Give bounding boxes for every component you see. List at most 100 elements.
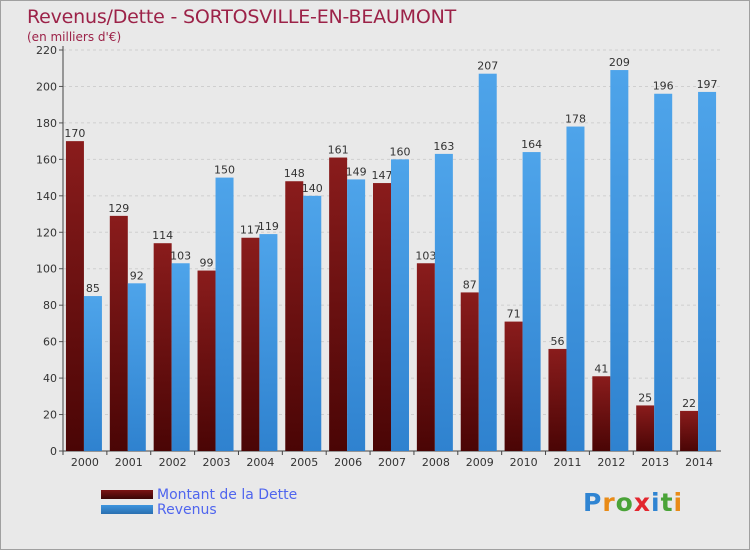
bar-dette xyxy=(65,141,84,452)
logo-letter: x xyxy=(633,488,651,517)
data-label-revenus: 209 xyxy=(609,56,630,69)
bar-revenus xyxy=(303,195,322,451)
legend-item-revenus: Revenus xyxy=(101,501,297,518)
bar-revenus xyxy=(259,234,278,451)
bar-dette xyxy=(504,321,523,451)
bar-dette xyxy=(153,243,172,451)
logo-letter: i xyxy=(651,488,661,517)
data-label-revenus: 163 xyxy=(433,140,454,153)
logo-letter: i xyxy=(673,488,684,517)
data-label-dette: 99 xyxy=(200,257,214,270)
data-label-revenus: 85 xyxy=(86,282,100,295)
bar-dette xyxy=(460,292,479,451)
y-tick-label: 140 xyxy=(36,190,57,203)
data-label-revenus: 207 xyxy=(477,60,498,73)
x-tick-label: 2010 xyxy=(510,456,538,469)
x-tick-label: 2007 xyxy=(378,456,406,469)
bar-dette xyxy=(285,181,304,451)
data-label-revenus: 196 xyxy=(653,80,674,93)
y-tick-label: 120 xyxy=(36,226,57,239)
data-label-revenus: 160 xyxy=(390,145,411,158)
logo-letter: r xyxy=(602,488,616,517)
legend-label-revenus: Revenus xyxy=(157,501,217,518)
data-label-revenus: 197 xyxy=(697,78,718,91)
bar-dette xyxy=(592,376,611,451)
bar-dette xyxy=(680,410,699,451)
data-label-revenus: 178 xyxy=(565,113,586,126)
bar-revenus xyxy=(434,153,453,452)
chart-title: Revenus/Dette - SORTOSVILLE-EN-BEAUMONT xyxy=(27,6,456,28)
x-tick-label: 2001 xyxy=(115,456,143,469)
data-label-revenus: 149 xyxy=(346,165,367,178)
legend: Montant de la Dette Revenus xyxy=(101,486,298,518)
x-tick-label: 2000 xyxy=(71,456,99,469)
data-label-revenus: 92 xyxy=(130,269,144,282)
data-label-dette: 129 xyxy=(108,202,129,215)
bar-revenus xyxy=(522,152,541,451)
bar-revenus xyxy=(83,296,102,451)
legend-label-dette: Montant de la Dette xyxy=(157,486,298,503)
proxiti-logo: Proxiti xyxy=(583,488,683,517)
bar-revenus xyxy=(171,263,190,451)
bar-dette xyxy=(416,263,435,451)
x-tick-label: 2002 xyxy=(159,456,187,469)
data-label-revenus: 119 xyxy=(258,220,279,233)
bar-revenus xyxy=(391,159,409,451)
bar-revenus xyxy=(698,91,717,451)
x-tick-label: 2013 xyxy=(641,456,669,469)
data-label-dette: 22 xyxy=(682,397,696,410)
data-label-dette: 103 xyxy=(415,249,436,262)
data-label-revenus: 150 xyxy=(214,164,235,177)
y-tick-label: 40 xyxy=(43,372,57,385)
data-label-dette: 56 xyxy=(550,335,564,348)
data-label-dette: 148 xyxy=(284,167,305,180)
x-tick-label: 2004 xyxy=(246,456,274,469)
bar-revenus xyxy=(478,73,497,451)
bar-dette xyxy=(329,157,348,452)
bar-dette xyxy=(109,215,128,451)
y-tick-label: 200 xyxy=(36,80,57,93)
bar-revenus xyxy=(215,177,234,451)
x-tick-label: 2005 xyxy=(290,456,318,469)
bar-revenus xyxy=(347,179,366,451)
y-tick-label: 0 xyxy=(50,445,57,458)
legend-swatch-dette xyxy=(101,490,153,499)
y-tick-label: 160 xyxy=(36,153,57,166)
x-tick-label: 2009 xyxy=(466,456,494,469)
y-tick-label: 100 xyxy=(36,263,57,276)
data-label-dette: 170 xyxy=(64,127,85,140)
bar-dette xyxy=(636,405,655,451)
x-tick-label: 2011 xyxy=(553,456,581,469)
data-label-dette: 71 xyxy=(507,308,521,321)
chart-subtitle: (en milliers d'€) xyxy=(27,30,122,44)
bar-dette xyxy=(241,237,260,451)
bar-revenus xyxy=(127,283,146,451)
data-label-dette: 161 xyxy=(328,144,349,157)
data-label-dette: 117 xyxy=(240,224,261,237)
bar-dette xyxy=(548,348,567,451)
logo-letter: t xyxy=(660,488,674,517)
x-tick-label: 2012 xyxy=(597,456,625,469)
data-label-dette: 147 xyxy=(372,169,393,182)
bar-revenus xyxy=(610,70,629,452)
bar-revenus xyxy=(654,93,673,451)
y-tick-label: 20 xyxy=(43,409,57,422)
data-label-dette: 41 xyxy=(594,362,608,375)
bar-dette xyxy=(373,183,391,452)
data-label-revenus: 164 xyxy=(521,138,542,151)
x-tick-label: 2003 xyxy=(203,456,231,469)
data-label-revenus: 140 xyxy=(302,182,323,195)
y-tick-label: 80 xyxy=(43,299,57,312)
logo-letter: o xyxy=(615,488,634,517)
data-label-revenus: 103 xyxy=(170,249,191,262)
logo-letter: P xyxy=(583,488,603,517)
legend-swatch-revenus xyxy=(101,505,153,514)
y-tick-label: 60 xyxy=(43,336,57,349)
x-tick-label: 2006 xyxy=(334,456,362,469)
legend-item-dette: Montant de la Dette xyxy=(101,486,298,503)
x-tick-label: 2014 xyxy=(685,456,713,469)
y-tick-label: 220 xyxy=(36,44,57,57)
x-tick-label: 2008 xyxy=(422,456,450,469)
